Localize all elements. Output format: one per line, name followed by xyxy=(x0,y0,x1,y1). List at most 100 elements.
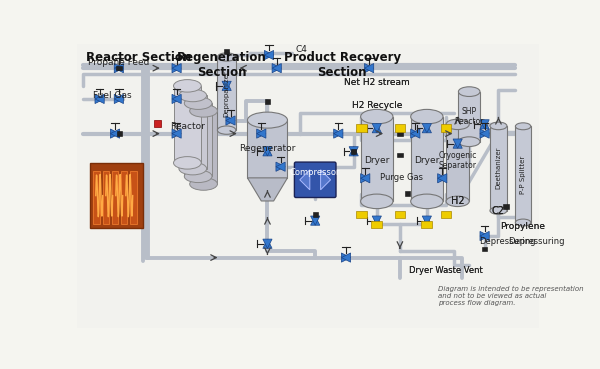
Bar xyxy=(410,117,443,201)
Polygon shape xyxy=(364,63,374,73)
Ellipse shape xyxy=(217,53,236,61)
Polygon shape xyxy=(410,129,420,138)
Bar xyxy=(217,57,236,130)
Polygon shape xyxy=(276,162,285,171)
Polygon shape xyxy=(334,129,343,138)
Text: H2 Recycle: H2 Recycle xyxy=(352,101,402,110)
Polygon shape xyxy=(222,81,231,90)
Text: Depropanizer: Depropanizer xyxy=(224,70,230,117)
Ellipse shape xyxy=(173,80,201,92)
Polygon shape xyxy=(263,239,272,248)
Text: Purge Gas: Purge Gas xyxy=(380,173,423,182)
Polygon shape xyxy=(172,63,181,73)
Ellipse shape xyxy=(410,109,443,124)
Bar xyxy=(441,124,451,132)
Text: Dryer Waste Vent: Dryer Waste Vent xyxy=(409,266,483,275)
Text: H2: H2 xyxy=(451,196,464,206)
Ellipse shape xyxy=(515,123,531,130)
Bar xyxy=(351,149,356,154)
Text: Regenerator: Regenerator xyxy=(239,145,296,154)
FancyBboxPatch shape xyxy=(295,162,336,197)
Text: Dryer: Dryer xyxy=(414,156,440,165)
Bar xyxy=(515,126,531,223)
Text: Net H2 stream: Net H2 stream xyxy=(344,77,410,86)
Polygon shape xyxy=(110,129,119,138)
Text: Propane Feed: Propane Feed xyxy=(88,58,149,67)
Bar xyxy=(395,211,405,218)
Bar xyxy=(446,124,469,201)
Text: C2: C2 xyxy=(492,206,505,216)
Bar xyxy=(371,221,382,228)
Ellipse shape xyxy=(190,105,217,117)
Text: C2: C2 xyxy=(492,206,505,216)
Bar xyxy=(173,86,201,163)
Polygon shape xyxy=(341,253,350,262)
Polygon shape xyxy=(110,129,119,138)
Bar xyxy=(94,170,100,224)
Ellipse shape xyxy=(217,126,236,134)
Polygon shape xyxy=(263,239,272,248)
Polygon shape xyxy=(172,94,181,104)
Polygon shape xyxy=(247,178,287,201)
Ellipse shape xyxy=(179,89,206,102)
Polygon shape xyxy=(480,120,489,129)
Ellipse shape xyxy=(490,122,507,130)
Polygon shape xyxy=(311,216,320,225)
Polygon shape xyxy=(453,139,462,148)
Text: Net H2 stream: Net H2 stream xyxy=(344,77,410,86)
Polygon shape xyxy=(257,129,266,138)
Polygon shape xyxy=(320,170,331,190)
Bar xyxy=(154,120,161,127)
Ellipse shape xyxy=(490,207,507,214)
Text: Reactor: Reactor xyxy=(170,122,205,131)
Bar xyxy=(130,170,137,224)
Bar xyxy=(224,49,229,54)
Polygon shape xyxy=(172,129,181,138)
Polygon shape xyxy=(114,94,124,104)
Bar xyxy=(112,170,118,224)
Polygon shape xyxy=(334,129,343,138)
Polygon shape xyxy=(226,116,235,125)
Polygon shape xyxy=(263,147,272,156)
Bar xyxy=(190,111,217,184)
Polygon shape xyxy=(226,116,235,125)
Bar xyxy=(356,211,367,218)
Polygon shape xyxy=(372,216,382,225)
Polygon shape xyxy=(222,81,231,90)
Bar xyxy=(265,99,270,104)
Polygon shape xyxy=(364,63,374,73)
Bar xyxy=(179,96,206,169)
Polygon shape xyxy=(349,147,358,156)
Polygon shape xyxy=(300,170,310,190)
Ellipse shape xyxy=(515,219,531,226)
Ellipse shape xyxy=(410,194,443,208)
Polygon shape xyxy=(172,94,181,104)
Polygon shape xyxy=(372,124,382,133)
Polygon shape xyxy=(114,63,124,73)
Bar xyxy=(395,124,405,132)
Ellipse shape xyxy=(184,170,212,183)
Polygon shape xyxy=(361,174,370,183)
FancyBboxPatch shape xyxy=(91,163,143,228)
Ellipse shape xyxy=(179,162,206,175)
Bar xyxy=(458,92,480,142)
Text: Product Recovery
Section: Product Recovery Section xyxy=(284,51,401,79)
Text: Reactor Section: Reactor Section xyxy=(86,51,191,64)
Polygon shape xyxy=(453,139,462,148)
Text: Compressor: Compressor xyxy=(290,168,340,177)
Text: Cryogenic
Separator: Cryogenic Separator xyxy=(439,151,477,170)
Bar xyxy=(116,66,122,70)
Polygon shape xyxy=(480,231,489,241)
Polygon shape xyxy=(95,94,104,104)
Polygon shape xyxy=(372,216,382,225)
Bar xyxy=(184,103,212,176)
Polygon shape xyxy=(95,94,104,104)
Text: C4: C4 xyxy=(296,45,308,54)
Ellipse shape xyxy=(458,137,480,146)
Ellipse shape xyxy=(446,119,469,130)
Polygon shape xyxy=(437,174,447,183)
Text: Depressuring: Depressuring xyxy=(479,237,536,246)
Polygon shape xyxy=(311,216,320,225)
Polygon shape xyxy=(265,51,274,60)
Polygon shape xyxy=(480,120,489,129)
